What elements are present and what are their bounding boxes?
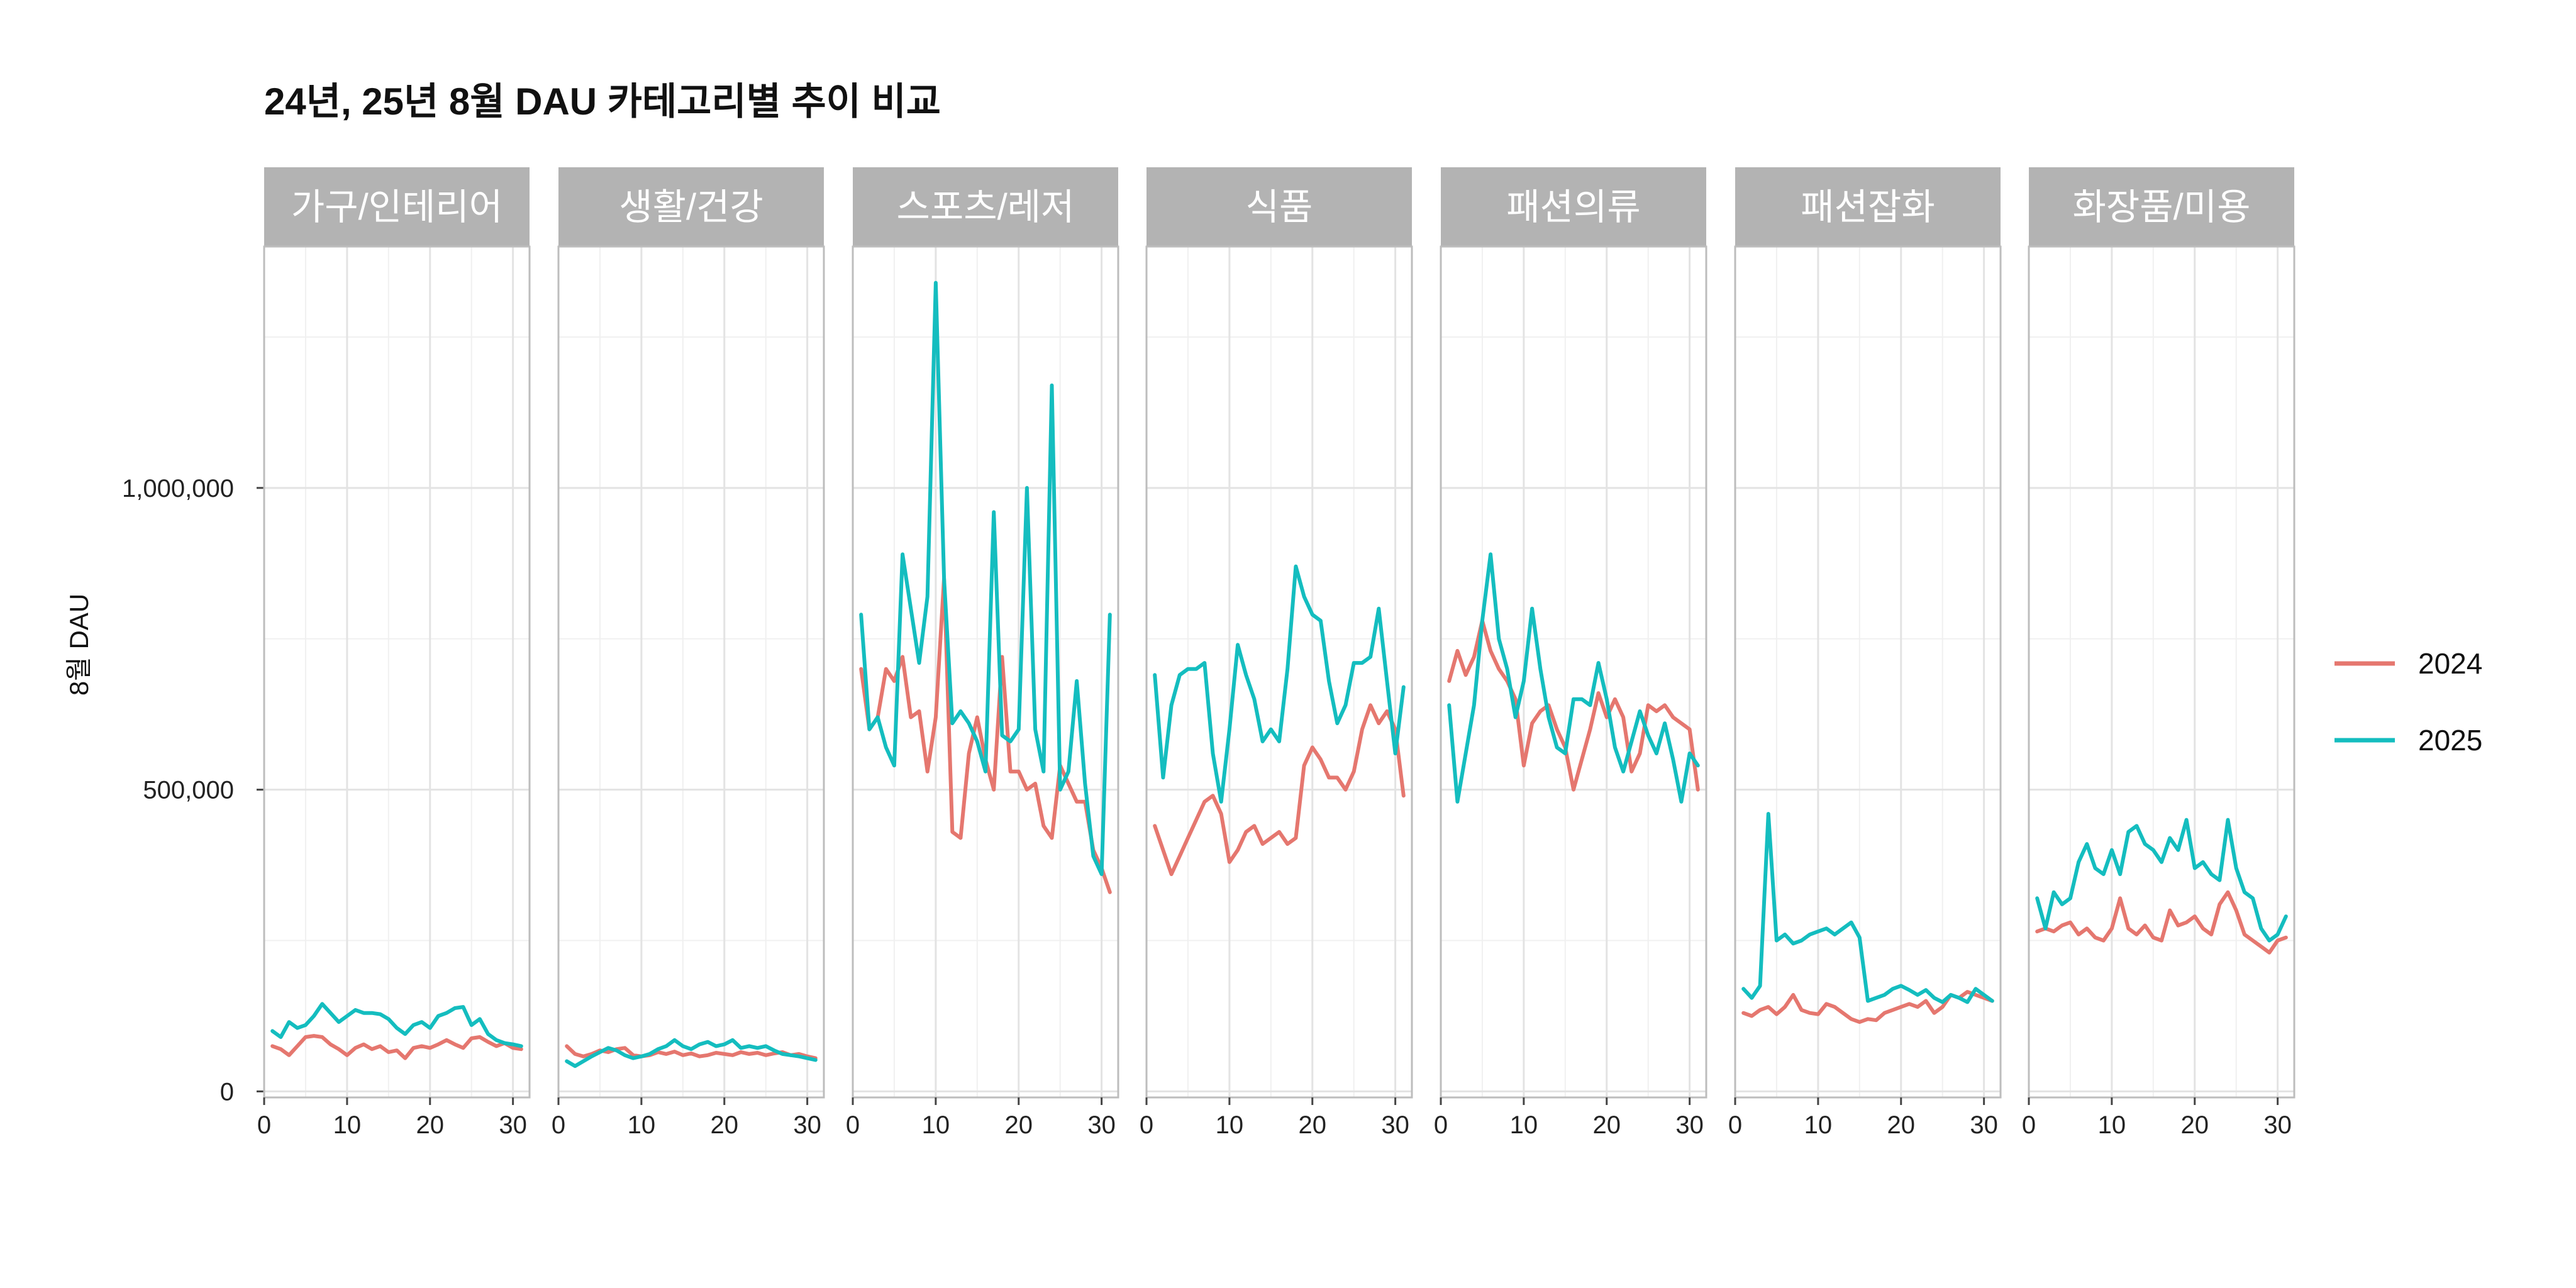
- facet-strip-label: 패션잡화: [1801, 187, 1935, 228]
- x-tick-label: 10: [2098, 1111, 2126, 1139]
- x-tick-label: 10: [1510, 1111, 1538, 1139]
- series-line-2024: [270, 1034, 523, 1060]
- x-tick-label: 20: [416, 1111, 445, 1139]
- facet-strip: [1735, 167, 2001, 247]
- x-tick-label: 10: [628, 1111, 656, 1139]
- series-line-2025: [859, 280, 1112, 876]
- facet-strip: [1441, 167, 1706, 247]
- panel-background: [2029, 247, 2294, 1097]
- facet-panel: 패션잡화 0 10 20 30: [1728, 167, 2002, 1139]
- y-tick-label: 0: [220, 1078, 234, 1106]
- series-line-2025: [1447, 552, 1700, 804]
- facet-panel: 가구/인테리어 0 10 20 30: [257, 167, 531, 1139]
- series-line-2024: [1153, 703, 1406, 876]
- facet-strip: [853, 167, 1118, 247]
- panel-background: [1146, 247, 1412, 1097]
- panel-border: [1145, 245, 1413, 1099]
- facet-strip: [264, 167, 530, 247]
- legend-label-2024: 2024: [2418, 647, 2482, 680]
- x-tick-label: 0: [846, 1111, 860, 1139]
- panel-border: [2028, 245, 2296, 1099]
- facet-strip: [558, 167, 824, 247]
- x-tick-label: 20: [1005, 1111, 1033, 1139]
- y-tick-label: 1,000,000: [122, 475, 234, 502]
- series-line-2025: [2035, 818, 2288, 943]
- facet-strip-label: 식품: [1246, 187, 1313, 228]
- x-tick-label: 20: [1299, 1111, 1327, 1139]
- x-tick-label: 10: [922, 1111, 950, 1139]
- facet-strip-label: 가구/인테리어: [291, 187, 502, 228]
- facet-strip-label: 생활/건강: [619, 187, 763, 228]
- facet-strip-label: 화장품/미용: [2073, 187, 2251, 228]
- facet-strip-label: 스포츠/레저: [897, 187, 1075, 228]
- series-line-2025: [1153, 564, 1406, 804]
- y-axis-label: 8월 DAU: [64, 594, 94, 696]
- panel-background: [853, 247, 1118, 1097]
- x-tick-label: 20: [2181, 1111, 2209, 1139]
- facet-panel: 식품 0 10 20 30: [1140, 167, 1413, 1139]
- panel-border: [263, 245, 531, 1099]
- x-tick-label: 10: [1804, 1111, 1833, 1139]
- x-tick-label: 10: [1216, 1111, 1244, 1139]
- y-tick-label: 500,000: [143, 777, 234, 804]
- facet-panel: 패션의류 0 10 20 30: [1434, 167, 1707, 1139]
- x-tick-label: 30: [793, 1111, 821, 1139]
- facet-strip: [1146, 167, 1412, 247]
- x-tick-label: 0: [2022, 1111, 2036, 1139]
- panel-border: [557, 245, 825, 1099]
- x-tick-label: 20: [711, 1111, 739, 1139]
- series-line-2025: [565, 1038, 818, 1069]
- x-tick-label: 30: [1381, 1111, 1409, 1139]
- x-tick-label: 0: [1728, 1111, 1742, 1139]
- series-line-2024: [565, 1044, 818, 1060]
- panel-border: [852, 245, 1119, 1099]
- y-axis: 0 500,000 1,000,000: [122, 475, 264, 1106]
- x-tick-label: 20: [1887, 1111, 1916, 1139]
- x-tick-label: 10: [333, 1111, 362, 1139]
- panel-border: [1734, 245, 2002, 1099]
- series-line-2025: [270, 1002, 523, 1048]
- x-tick-label: 30: [1087, 1111, 1116, 1139]
- panel-background: [1735, 247, 2001, 1097]
- facet-strip: [2029, 167, 2294, 247]
- x-tick-label: 0: [1434, 1111, 1448, 1139]
- x-tick-label: 30: [2263, 1111, 2292, 1139]
- x-tick-label: 0: [1140, 1111, 1153, 1139]
- panel-background: [558, 247, 824, 1097]
- x-tick-label: 0: [257, 1111, 271, 1139]
- panel-background: [264, 247, 530, 1097]
- panel-border: [1440, 245, 1707, 1099]
- facet-panel: 생활/건강 0 10 20 30: [552, 167, 825, 1139]
- x-tick-label: 30: [1970, 1111, 1998, 1139]
- x-tick-label: 30: [1675, 1111, 1704, 1139]
- facet-panel: 스포츠/레저 0 10 20 30: [846, 167, 1119, 1139]
- x-tick-label: 20: [1593, 1111, 1621, 1139]
- facet-panel: 화장품/미용 0 10 20 30: [2022, 167, 2296, 1139]
- panel-background: [1441, 247, 1706, 1097]
- x-tick-label: 30: [499, 1111, 527, 1139]
- x-tick-label: 0: [552, 1111, 565, 1139]
- chart-title: 24년, 25년 8월 DAU 카테고리별 추이 비교: [264, 80, 941, 123]
- legend: 2024 2025: [2334, 647, 2482, 757]
- series-line-2025: [1741, 812, 1994, 1004]
- series-line-2024: [2035, 890, 2288, 955]
- facet-strip-label: 패션의류: [1506, 187, 1640, 228]
- legend-label-2025: 2025: [2418, 724, 2482, 757]
- series-line-2024: [1447, 618, 1700, 792]
